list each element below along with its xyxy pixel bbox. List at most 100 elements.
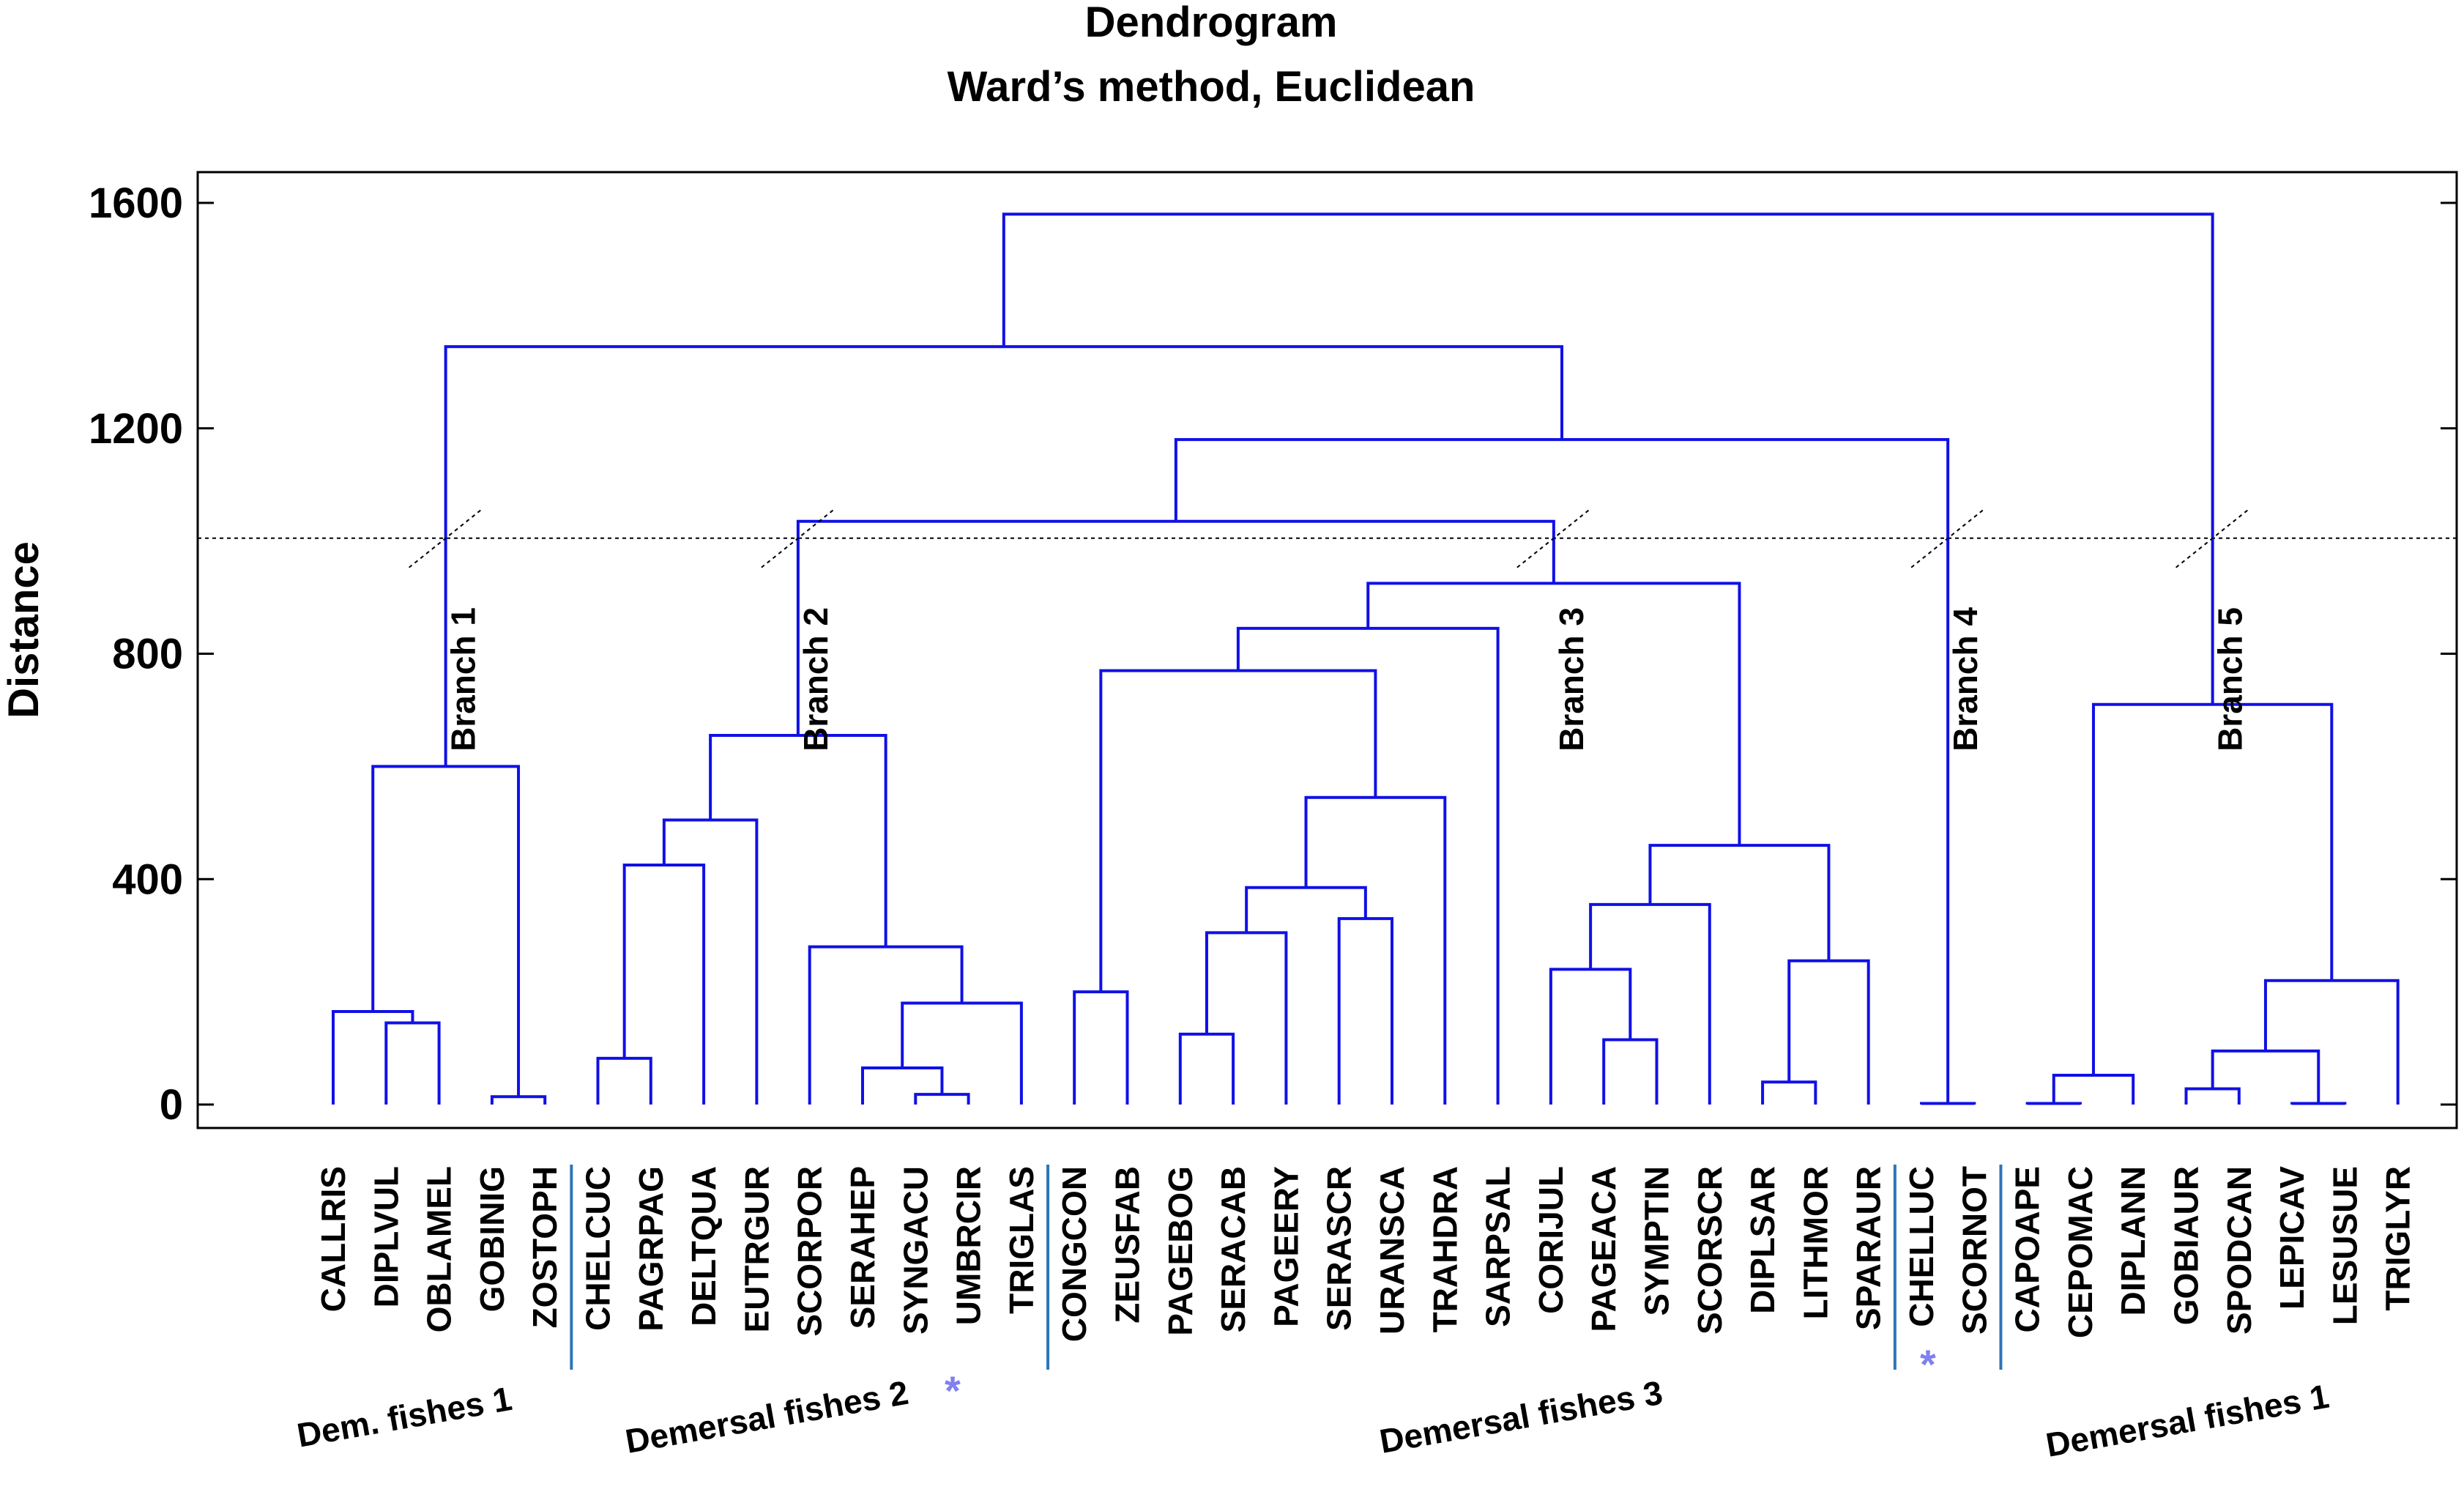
leaf-label-diplsar: DIPLSAR: [1743, 1166, 1782, 1314]
link-24: [1245, 886, 1367, 933]
link-23: [1589, 902, 1711, 1105]
link-7: [2052, 1073, 2135, 1105]
leaf-label-cepomac: CEPOMAC: [2061, 1166, 2099, 1338]
y-tick-label-400: 400: [112, 856, 183, 903]
link-33: [1236, 626, 1500, 1105]
link-9: [596, 1056, 652, 1105]
link-0: [1920, 1102, 1976, 1105]
leaf-label-diplann: DIPLANN: [2114, 1166, 2152, 1315]
link-32: [1099, 669, 1377, 992]
leaf-label-chelluc: CHELLUC: [1902, 1166, 1940, 1327]
link-19: [1787, 959, 1870, 1105]
leaf-label-corijul: CORIJUL: [1532, 1166, 1570, 1314]
leaf-label-oblamel: OBLAMEL: [420, 1166, 458, 1332]
link-15: [901, 1001, 1023, 1105]
chart-title: Dendrogram: [1085, 0, 1338, 46]
y-axis: 0 400 800 1200 1600: [89, 179, 2457, 1129]
branch-cut-mark-4: [1910, 508, 1985, 568]
link-27: [662, 818, 759, 1105]
link-26: [1648, 844, 1831, 961]
group-label-1: Dem. fishes 1: [294, 1379, 515, 1455]
leaf-label-trahdra: TRAHDRA: [1426, 1166, 1464, 1332]
leaf-label-lithmor: LITHMOR: [1796, 1166, 1834, 1320]
y-tick-label-800: 800: [112, 631, 183, 678]
leaf-label-gobiaur: GOBIAUR: [2167, 1166, 2206, 1325]
leaf-label-seracab: SERACAB: [1214, 1166, 1252, 1332]
link-38: [1002, 212, 2214, 705]
y-tick-label-1600: 1600: [89, 179, 183, 227]
link-3: [490, 1095, 547, 1105]
link-25: [622, 864, 706, 1105]
branch-label-3: Branch 3: [1552, 607, 1590, 752]
leaf-labels: CALLRIS DIPLVUL OBLAMEL GOBINIG ZOSTOPH CHELC…: [314, 1166, 2417, 1343]
leaf-label-zeusfab: ZEUSFAB: [1109, 1166, 1147, 1324]
link-30: [709, 734, 887, 947]
leaf-label-triglas: TRIGLAS: [1002, 1166, 1041, 1314]
leaf-label-triglyr: TRIGLYR: [2379, 1166, 2417, 1311]
link-12: [1178, 1032, 1235, 1105]
leaf-label-pagebog: PAGEBOG: [1161, 1166, 1199, 1336]
leaf-label-callris: CALLRIS: [314, 1166, 352, 1312]
link-6: [1761, 1080, 1817, 1105]
link-14: [332, 1010, 414, 1105]
link-36: [1174, 438, 1950, 1104]
leaf-label-spodcan: SPODCAN: [2220, 1166, 2258, 1335]
branch-cut-mark-3: [1516, 508, 1591, 568]
link-1: [2025, 1102, 2082, 1105]
branch-cut-mark-5: [2175, 508, 2250, 568]
y-axis-label: Distance: [0, 541, 48, 719]
group-label-3: Demersal fishes 3: [1377, 1373, 1665, 1461]
link-16: [1073, 990, 1129, 1105]
link-2: [2290, 1102, 2347, 1105]
leaf-label-chelcuc: CHELCUC: [579, 1166, 617, 1331]
y-tick-label-1200: 1200: [89, 405, 183, 453]
link-4: [914, 1093, 970, 1105]
link-20: [808, 945, 964, 1105]
leaf-label-pageaca: PAGEACA: [1585, 1166, 1623, 1332]
branch-cut-mark-1: [409, 508, 483, 568]
leaf-label-symptin: SYMPTIN: [1638, 1166, 1676, 1315]
leaf-label-serahep: SERAHEP: [844, 1166, 882, 1329]
branch-label-1: Branch 1: [444, 607, 483, 752]
leaf-label-capoape: CAPOAPE: [2009, 1166, 2047, 1332]
leaf-label-zostoph: ZOSTOPH: [526, 1166, 564, 1329]
y-tick-label-0: 0: [160, 1081, 183, 1129]
link-28: [1304, 795, 1447, 1105]
link-22: [1337, 917, 1393, 1105]
leaf-label-scorscr: SCORSCR: [1691, 1166, 1729, 1335]
leaf-label-scorpor: SCORPOR: [791, 1166, 829, 1337]
leaf-label-uransca: URANSCA: [1373, 1166, 1411, 1335]
link-5: [2184, 1087, 2241, 1105]
link-31: [2091, 702, 2334, 1075]
leaf-label-syngacu: SYNGACU: [896, 1166, 934, 1335]
leaf-label-scornot: SCORNOT: [1955, 1166, 1993, 1335]
leaf-label-lesusue: LESUSUE: [2326, 1166, 2364, 1325]
branch-label-4: Branch 4: [1946, 607, 1984, 752]
link-37: [444, 345, 1564, 767]
leaf-label-pageery: PAGEERY: [1267, 1166, 1305, 1327]
link-18: [1549, 968, 1632, 1105]
group-star-marker-2: *: [945, 1367, 961, 1414]
leaf-label-gobinig: GOBINIG: [473, 1166, 511, 1312]
leaf-label-pagrpag: PAGRPAG: [632, 1166, 670, 1332]
link-17: [2263, 979, 2400, 1105]
leaf-label-sparaur: SPARAUR: [1850, 1166, 1888, 1330]
leaf-label-diplvul: DIPLVUL: [367, 1166, 405, 1307]
branch-labels: Branch 1 Branch 2 Branch 3 Branch 4 Branch 5: [409, 508, 2250, 752]
leaf-label-serascr: SERASCR: [1320, 1166, 1358, 1331]
link-21: [1205, 931, 1288, 1105]
branch-cut-mark-2: [761, 508, 835, 568]
leaf-label-lepicav: LEPICAV: [2273, 1166, 2311, 1310]
group-label-5: Demersal fishes 1: [2043, 1377, 2331, 1464]
link-13: [384, 1021, 441, 1105]
leaf-label-umbrcir: UMBRCIR: [950, 1166, 988, 1325]
dendrogram-links: [332, 212, 2400, 1105]
plot-frame: [196, 171, 2458, 1129]
link-10: [2211, 1049, 2320, 1104]
branch-label-2: Branch 2: [797, 607, 835, 752]
link-29: [371, 765, 521, 1097]
leaf-label-congcon: CONGCON: [1055, 1166, 1093, 1342]
link-35: [796, 519, 1555, 736]
